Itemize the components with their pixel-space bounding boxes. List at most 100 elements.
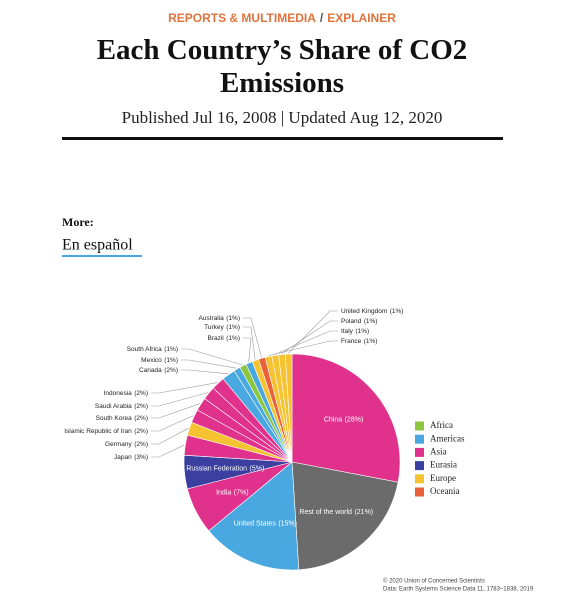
slice-name: Poland <box>341 318 362 325</box>
slice-name: Canada <box>139 367 162 374</box>
kind-link[interactable]: EXPLAINER <box>327 11 396 25</box>
leader-line <box>268 340 338 356</box>
slice-value-label: (1%) <box>355 328 369 335</box>
slice-value-label: (1%) <box>364 338 378 345</box>
slice-name: China <box>324 416 342 423</box>
pie-slice <box>208 461 300 571</box>
legend-swatch <box>415 487 424 497</box>
slice-label: Poland (1%) <box>341 318 377 325</box>
slice-label: Islamic Republic of Iran (2%) <box>64 428 148 435</box>
slice-label: Germany (2%) <box>105 441 148 448</box>
slice-name: Russian Federation <box>186 465 247 472</box>
slice-label: China (28%) <box>324 416 363 423</box>
legend-label: Asia <box>430 446 447 456</box>
slice-label: South Africa (1%) <box>127 346 178 353</box>
slice-value-label: (1%) <box>390 308 404 315</box>
slice-name: France <box>341 338 362 345</box>
slice-label: United States (15%) <box>234 520 297 527</box>
leader-line <box>243 317 262 358</box>
slice-label: Russian Federation (5%) <box>186 465 264 472</box>
slice-name: Japan <box>114 454 132 461</box>
slice-value-label: (15%) <box>278 520 297 527</box>
slice-name: South Korea <box>96 415 133 422</box>
legend-swatch <box>415 434 424 444</box>
slice-value-label: (1%) <box>164 357 178 364</box>
page-title: Each Country’s Share of CO2 Emissions <box>97 34 468 99</box>
slice-value-label: (5%) <box>250 465 265 472</box>
leader-line <box>288 310 338 354</box>
slice-name: United States <box>234 520 277 527</box>
leader-line <box>151 382 218 394</box>
legend-label: Africa <box>430 420 453 430</box>
slice-name: Germany <box>105 441 132 448</box>
legend-label: Eurasia <box>430 460 457 470</box>
slice-name: Indonesia <box>104 390 133 397</box>
slice-value-label: (2%) <box>134 403 148 410</box>
leader-line <box>151 444 185 458</box>
pie-slice <box>291 461 399 571</box>
breadcrumb: REPORTS & MULTIMEDIA / EXPLAINER <box>168 11 396 25</box>
legend-label: Europe <box>430 473 456 483</box>
legend-swatch <box>415 461 424 471</box>
slice-name: Turkey <box>204 324 224 331</box>
slice-label: United Kingdom (1%) <box>341 308 403 315</box>
slice-value-label: (1%) <box>226 315 240 322</box>
leader-line <box>151 415 194 432</box>
leader-line <box>243 326 256 360</box>
pie-slice <box>284 353 293 463</box>
slice-name: India <box>216 489 231 496</box>
slice-value-label: (1%) <box>226 324 240 331</box>
slice-name: Islamic Republic of Iran <box>64 428 132 435</box>
slice-label: Mexico (1%) <box>141 357 178 364</box>
slice-name: United Kingdom <box>341 308 387 315</box>
leader-line <box>151 428 189 445</box>
slice-value-label: (1%) <box>226 335 240 342</box>
slice-name: Brazil <box>208 335 225 342</box>
leader-line <box>274 330 338 355</box>
slice-value-label: (2%) <box>134 415 148 422</box>
section-link[interactable]: REPORTS & MULTIMEDIA <box>168 11 316 25</box>
slice-value-label: (28%) <box>345 416 364 423</box>
rule <box>62 137 503 140</box>
slice-value-label: (2%) <box>134 428 148 435</box>
legend-label: Oceania <box>430 486 459 496</box>
separator: / <box>320 11 324 25</box>
slice-label: South Korea (2%) <box>96 415 148 422</box>
slice-label: Saudi Arabia (2%) <box>95 403 148 410</box>
slice-value-label: (2%) <box>134 441 148 448</box>
slice-value-label: (2%) <box>134 390 148 397</box>
spanish-link[interactable]: En español <box>62 237 133 254</box>
slice-label: India (7%) <box>216 489 248 496</box>
slice-value-label: (2%) <box>164 367 178 374</box>
link-underline <box>62 255 142 257</box>
leader-line <box>151 392 209 407</box>
leader-line <box>151 403 201 419</box>
legend-swatch <box>415 421 424 431</box>
more-label: More: <box>62 215 94 229</box>
slice-value-label: (1%) <box>364 318 378 325</box>
slice-label: Canada (2%) <box>139 367 178 374</box>
slice-label: Rest of the world (21%) <box>299 509 373 516</box>
chart: China (28%)Rest of the world (21%)United S… <box>64 308 534 593</box>
slice-name: Saudi Arabia <box>95 403 132 410</box>
slice-label: Turkey (1%) <box>204 324 240 331</box>
dates: Published Jul 16, 2008 | Updated Aug 12,… <box>122 108 443 127</box>
slice-value-label: (1%) <box>164 346 178 353</box>
title-line: Emissions <box>220 67 344 99</box>
slice-name: South Africa <box>127 346 162 353</box>
slice-name: Italy <box>341 328 354 335</box>
slice-label: Indonesia (2%) <box>104 390 148 397</box>
leader-line <box>243 337 252 362</box>
legend-label: Americas <box>430 433 465 443</box>
slice-value-label: (7%) <box>234 489 249 496</box>
leader-line <box>181 369 228 375</box>
pie-slice <box>291 353 401 483</box>
slice-label: Italy (1%) <box>341 328 369 335</box>
credit: Data: Earth Systems Science Data 11, 178… <box>383 587 534 593</box>
slice-value-label: (21%) <box>354 509 373 516</box>
slice-label: Japan (3%) <box>114 454 148 461</box>
slice-label: Australia (1%) <box>198 315 240 322</box>
slice-name: Rest of the world <box>299 509 352 516</box>
